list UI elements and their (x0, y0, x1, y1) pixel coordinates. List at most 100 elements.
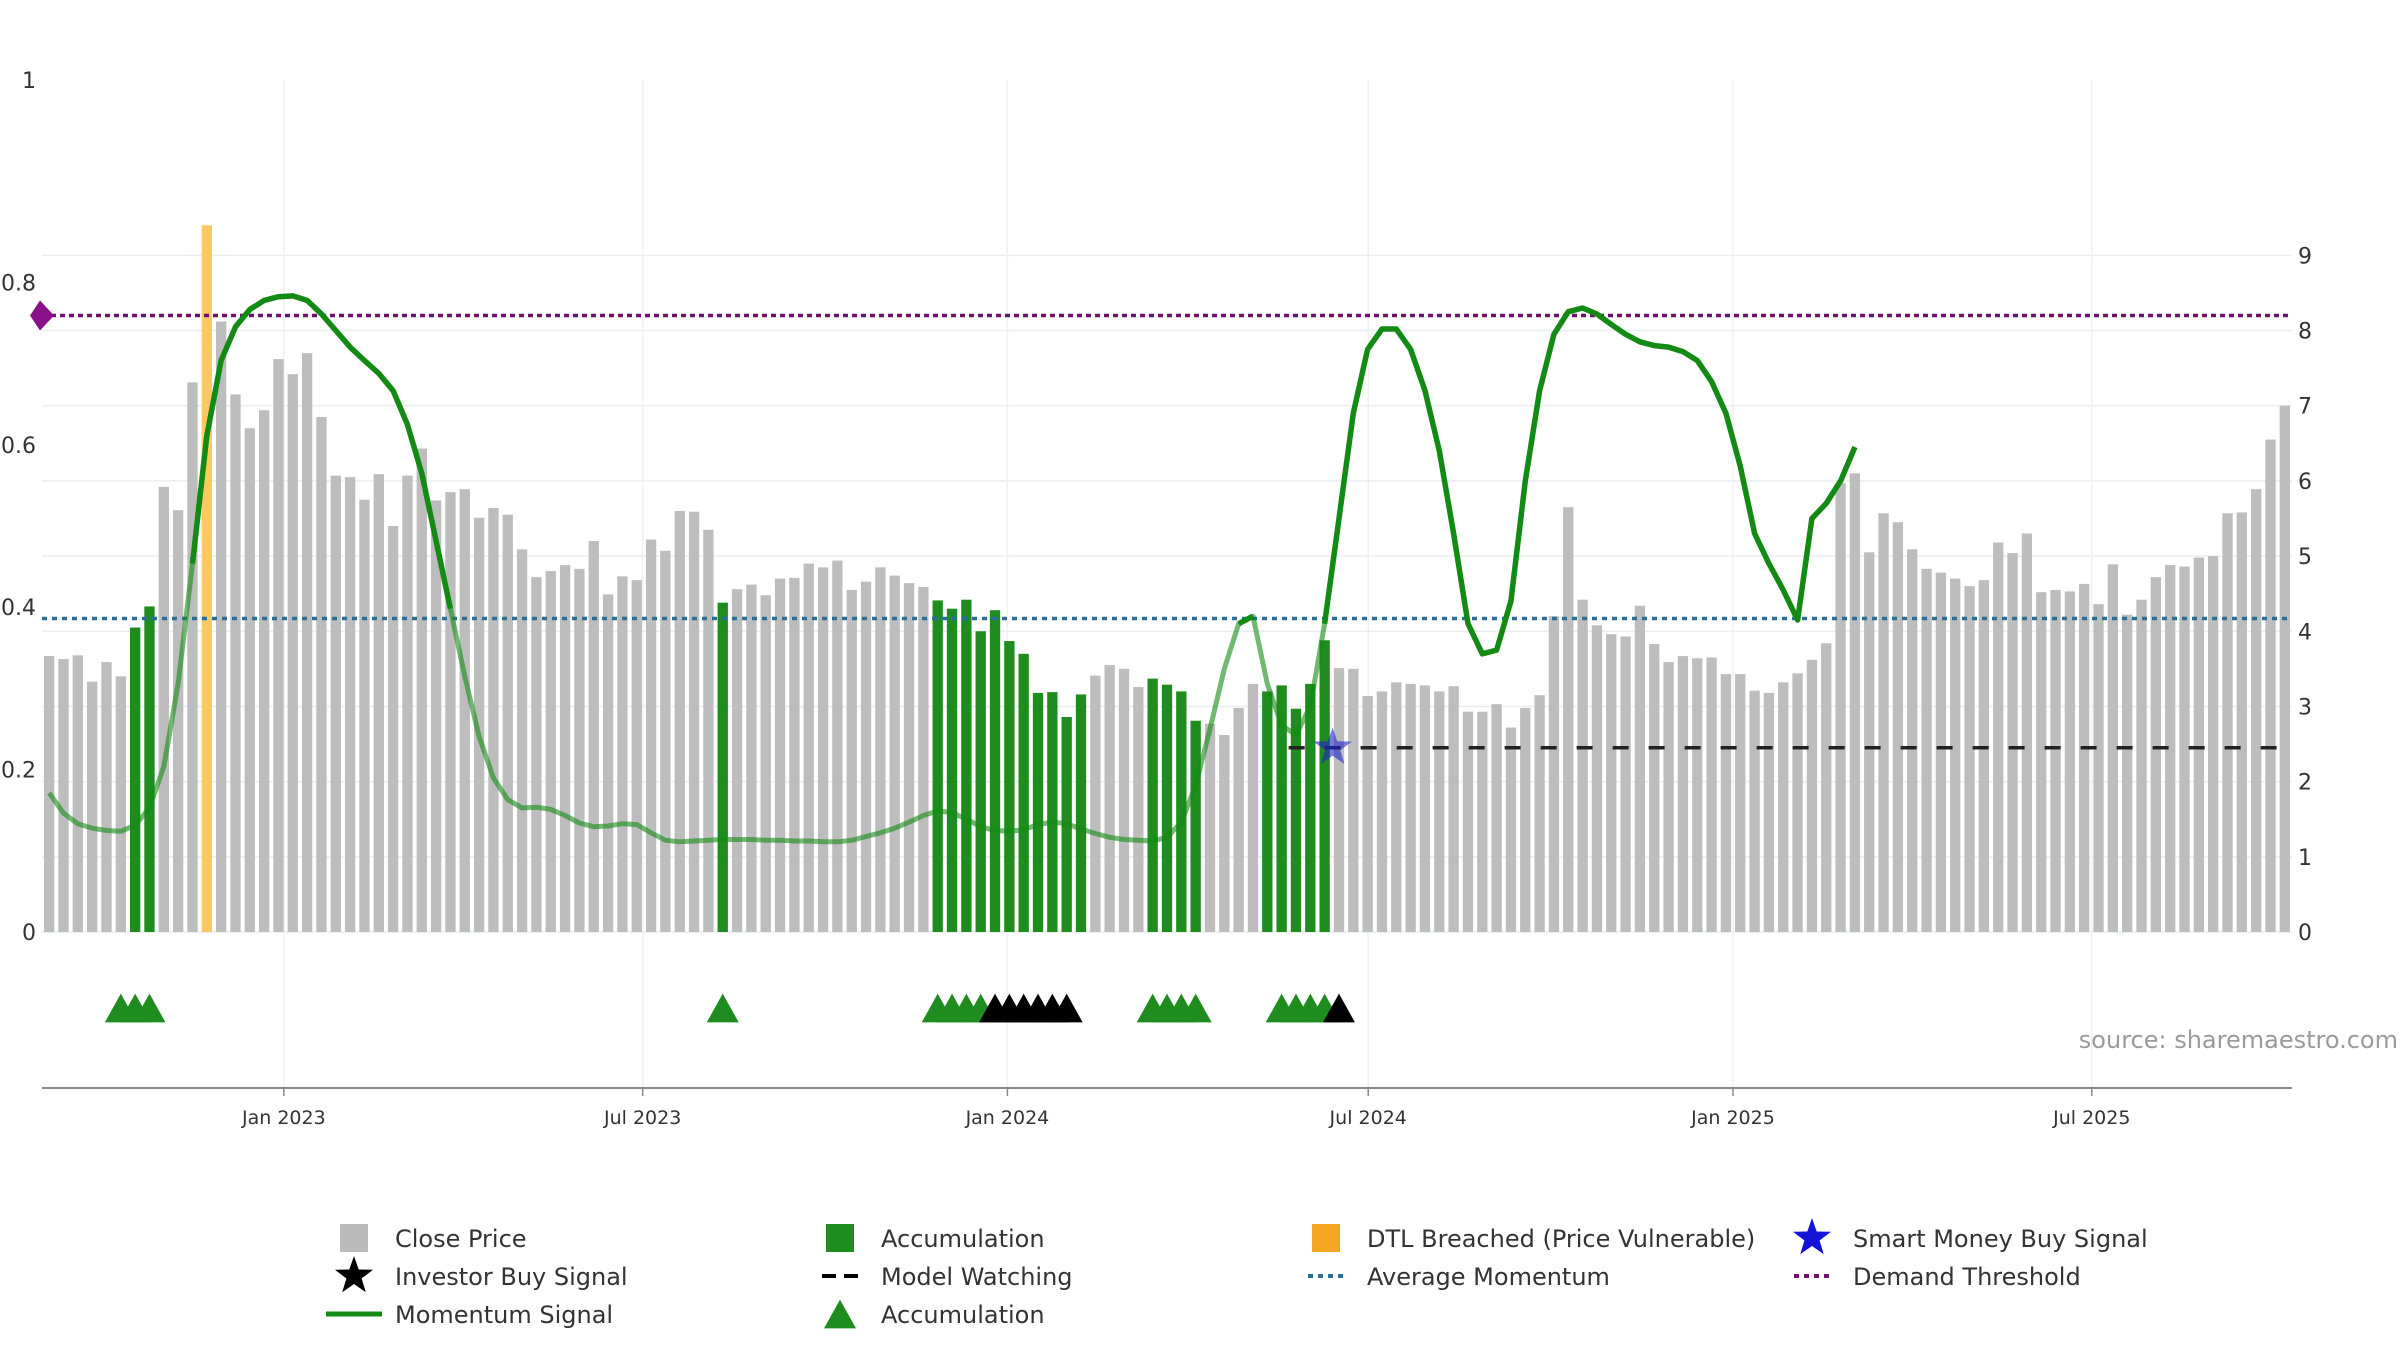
right-tick-9: 9 (2298, 244, 2312, 269)
close-price-bar (58, 659, 69, 932)
close-price-bar (516, 549, 528, 932)
close-price-bar (774, 578, 786, 932)
left-tick-1: 1 (22, 69, 36, 94)
close-price-bar (459, 489, 470, 932)
close-price-bar (1706, 657, 1717, 932)
close-price-bar (1720, 674, 1732, 932)
close-price-bar (1649, 644, 1660, 932)
close-price-bar (903, 583, 915, 932)
close-price-bar (875, 567, 886, 932)
momentum-signal-line (189, 293, 454, 610)
close-price-bar (1749, 690, 1760, 932)
investor_buy-swatch-icon (335, 1256, 373, 1293)
left-tick-0.6: 0.6 (1, 434, 36, 459)
close-price-bar (1950, 578, 1961, 932)
close-price-bar (488, 507, 499, 932)
close-price-bar (2165, 565, 2176, 932)
close-price-bar (846, 589, 857, 932)
model_watching-label: Model Watching (881, 1263, 1073, 1291)
close-price-bar (1204, 723, 1216, 932)
accumulation-marker (133, 993, 166, 1023)
close-price-bar (258, 410, 270, 932)
average_momentum-label: Average Momentum (1367, 1263, 1610, 1291)
close-price-bar (473, 517, 485, 932)
source-label: source: sharemaestro.com (2079, 1026, 2398, 1054)
accumulation-bar (989, 610, 1001, 932)
dtl-breached-bar (201, 225, 212, 932)
left-tick-0.2: 0.2 (1, 759, 36, 784)
close-price-bar (187, 382, 198, 932)
close-price-bar (688, 511, 700, 932)
close-price-bar (215, 321, 227, 932)
close-price-bar (817, 567, 829, 932)
close-price-bar (1118, 668, 1130, 932)
close-price-bar (316, 416, 327, 933)
close-price-bar (1663, 662, 1674, 932)
close-price-bar (301, 353, 313, 932)
left-tick-0.8: 0.8 (1, 271, 36, 296)
close-price-bar (1993, 542, 2004, 932)
demand_threshold-label: Demand Threshold (1853, 1263, 2081, 1291)
close-price-bar (72, 655, 83, 932)
accumulation-bar (144, 606, 155, 932)
legend-item-accumulation_bar: Accumulation (826, 1224, 1045, 1253)
close-price-bar (416, 448, 427, 932)
close-price-bar (1692, 658, 1703, 932)
accumulation-bar (961, 599, 972, 932)
close-price-bar (1548, 616, 1560, 932)
accumulation-bar (1319, 640, 1330, 932)
close-price-bar (760, 595, 771, 932)
close-price-bar (287, 374, 298, 932)
close-price-bar (1448, 686, 1459, 932)
close-price-bar (588, 541, 599, 932)
close-price-bar (1577, 599, 1588, 932)
close-price-bar (1090, 675, 1101, 932)
close-price-bar (660, 550, 671, 932)
close-price-bar (860, 581, 872, 932)
close-price-bar (1247, 683, 1259, 932)
close-price-bar (617, 576, 628, 932)
close-price-bar (1935, 572, 1947, 932)
close-price-bar (244, 428, 255, 932)
right-tick-7: 7 (2298, 395, 2312, 420)
right-tick-1: 1 (2298, 846, 2312, 871)
accumulation-bar (1147, 678, 1158, 932)
close-price-bar (1419, 685, 1431, 932)
right-tick-3: 3 (2298, 695, 2312, 720)
close-price-bar (402, 475, 413, 932)
right-tick-6: 6 (2298, 470, 2312, 495)
accumulation-bar (1290, 708, 1302, 932)
close-price-bar (674, 510, 685, 932)
right-tick-4: 4 (2298, 620, 2312, 645)
x-tick-label: Jul 2025 (2052, 1107, 2130, 1129)
event-markers (104, 993, 1355, 1023)
close-price-bar (645, 539, 657, 932)
accumulation-bar (946, 608, 958, 932)
close_price-label: Close Price (395, 1225, 527, 1253)
close-price-bar (731, 589, 743, 932)
close-price-bar (889, 575, 900, 932)
close-price-bar (2179, 566, 2190, 932)
close-price-bar (158, 486, 169, 932)
close-price-bar (273, 359, 284, 933)
close-price-bar (2193, 557, 2205, 932)
close-price-bar (101, 662, 112, 932)
accumulation-bar (1018, 653, 1029, 932)
close-price-bar (502, 514, 513, 932)
close-price-bar (445, 492, 456, 932)
close-price-bar (1391, 682, 1402, 932)
smart_money-swatch-icon (1793, 1218, 1831, 1255)
x-tick-label: Jan 2024 (965, 1107, 1050, 1129)
close-price-bar (1892, 522, 1904, 932)
signal-markers (1313, 727, 1352, 764)
accumulation-bar (1004, 641, 1015, 932)
legend-item-investor_buy: Investor Buy Signal (335, 1256, 628, 1293)
accumulation-bar (1047, 692, 1058, 932)
reference-lines (30, 300, 2292, 750)
close-price-bar (1677, 656, 1689, 932)
close-price-bar (2079, 583, 2090, 932)
accumulation-bar (1305, 683, 1316, 932)
x-tick-label: Jan 2025 (1690, 1107, 1775, 1129)
close-price-bar (1362, 695, 1373, 932)
